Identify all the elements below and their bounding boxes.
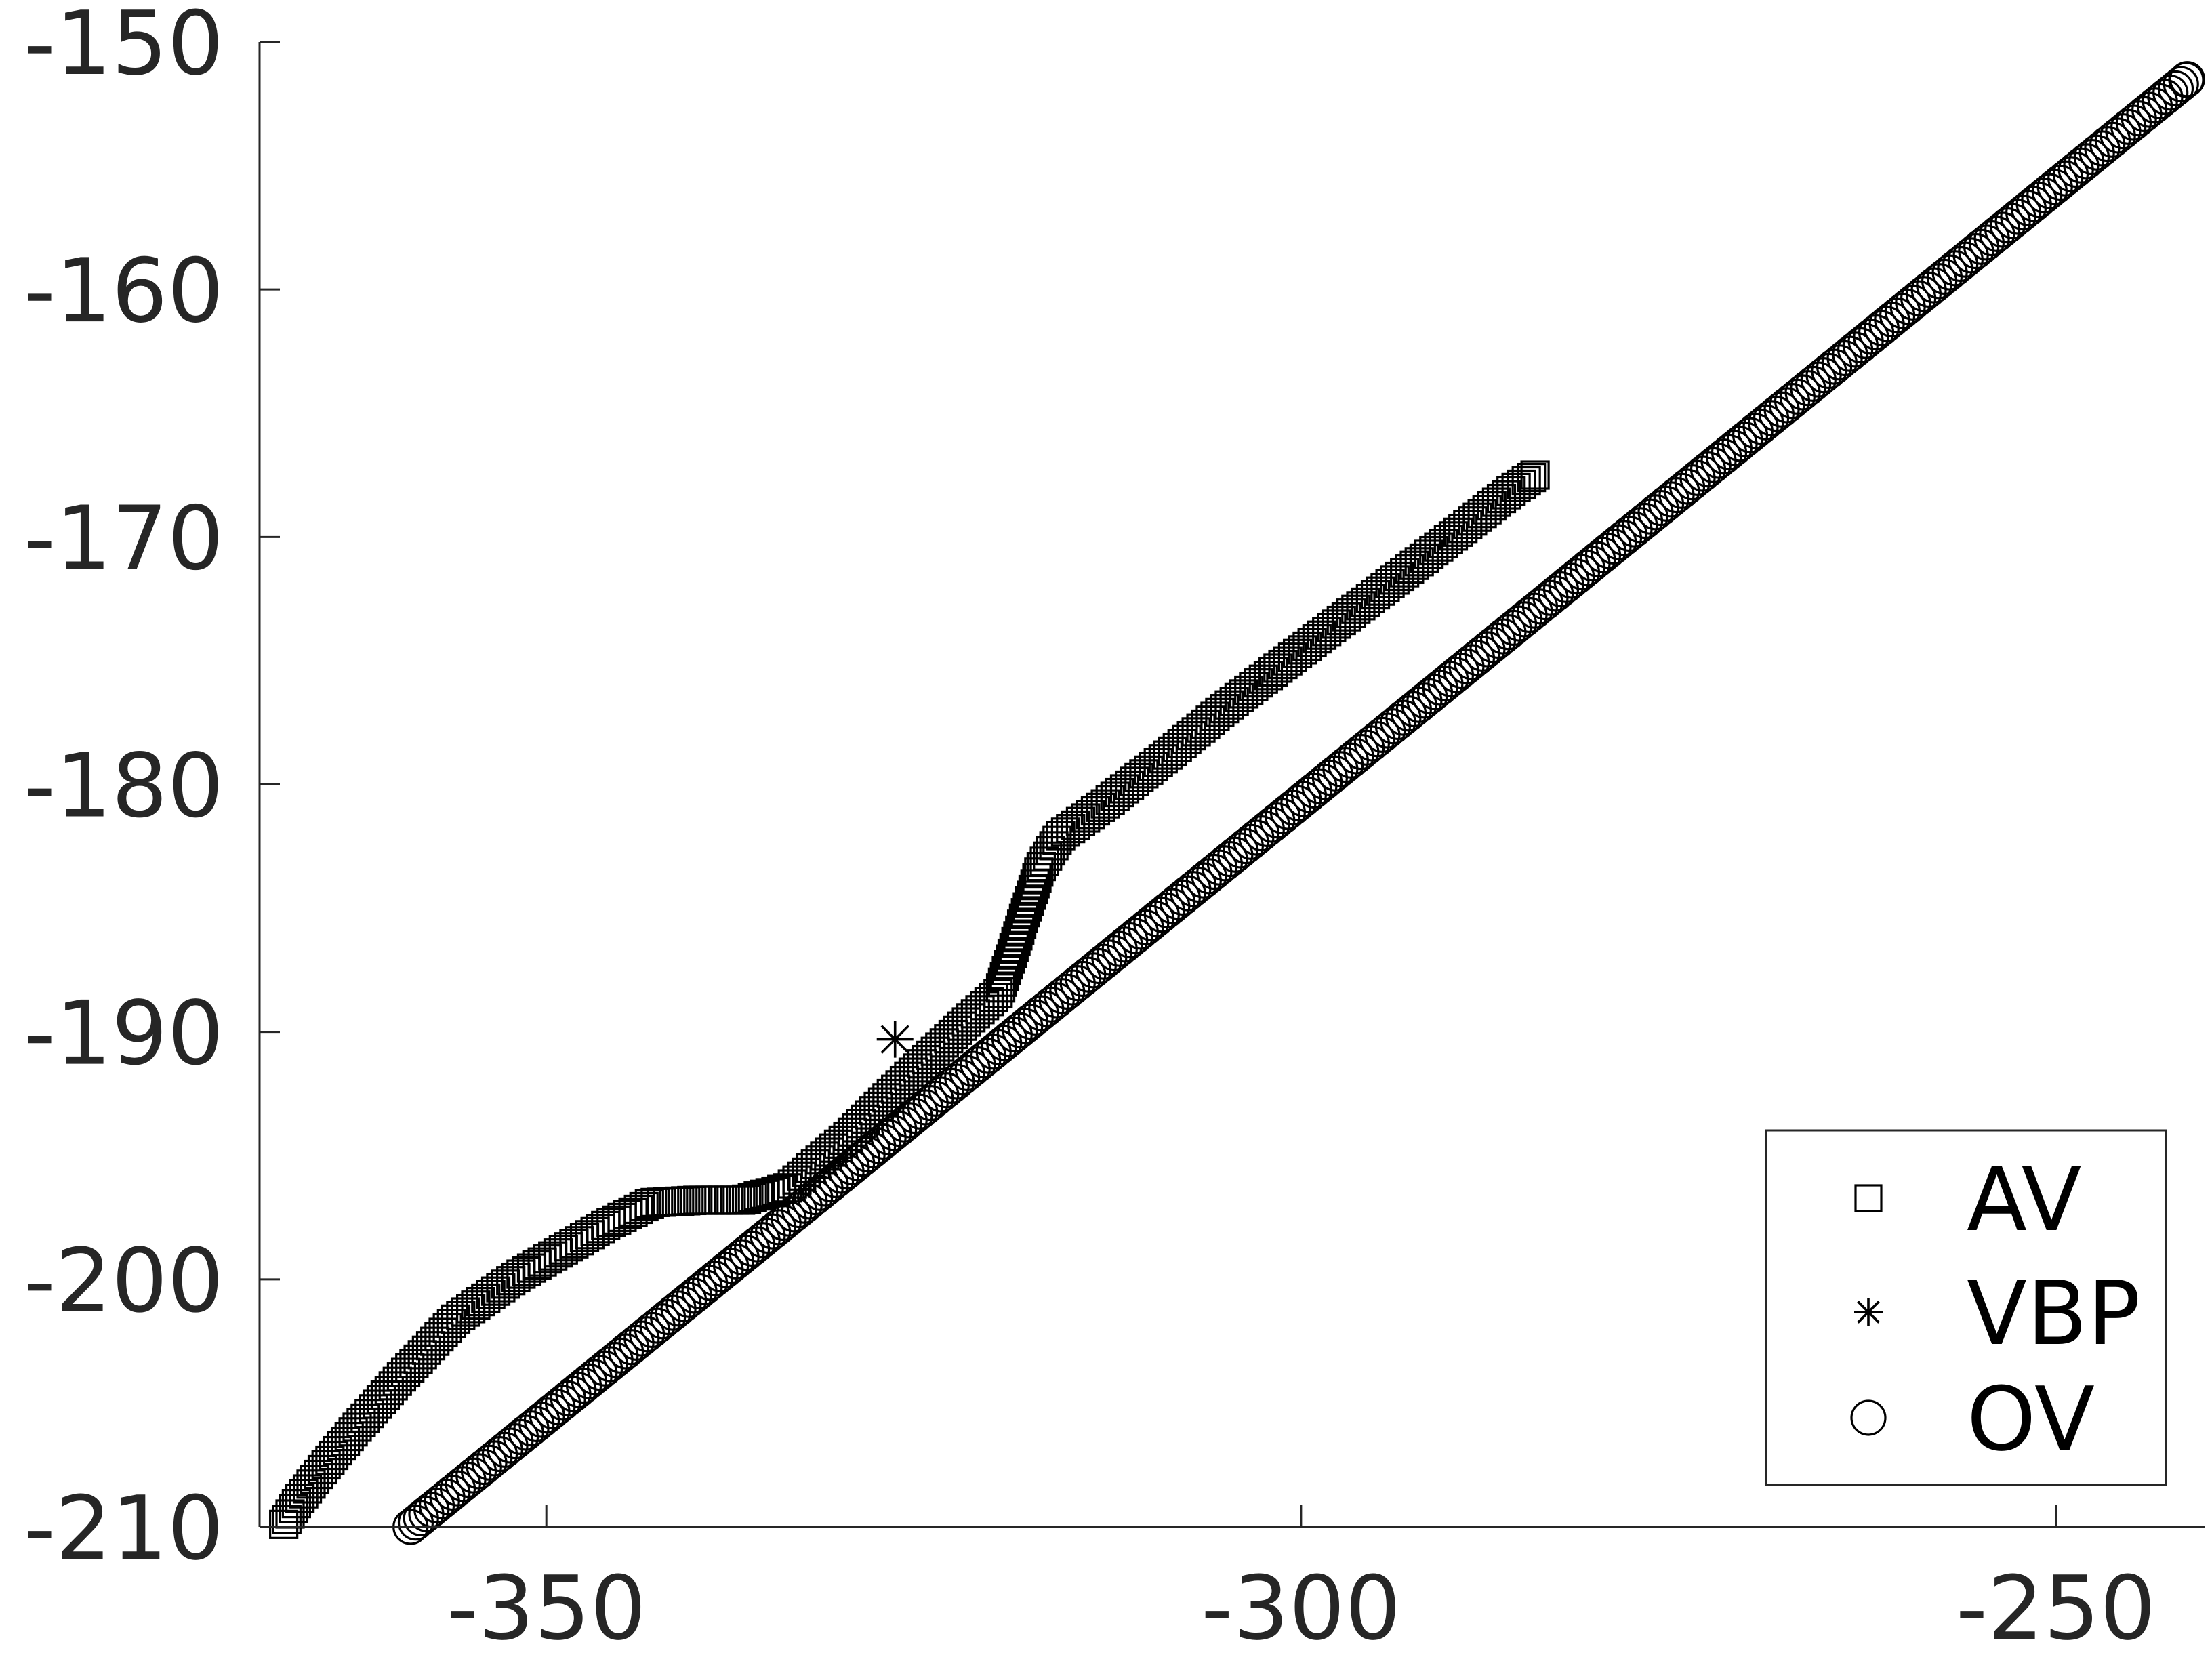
data-point-av bbox=[1012, 892, 1042, 922]
data-point-av bbox=[527, 1247, 557, 1277]
legend-item-ov: OV bbox=[1850, 1368, 2095, 1471]
data-point-av bbox=[623, 1194, 653, 1225]
y-tick-label: -180 bbox=[24, 735, 224, 838]
data-point-av bbox=[743, 1181, 773, 1211]
y-tick-label: -160 bbox=[24, 239, 224, 342]
series-av bbox=[269, 460, 1550, 1539]
data-point-ov bbox=[2157, 70, 2194, 107]
data-point-av bbox=[994, 950, 1023, 980]
data-point-av bbox=[602, 1205, 632, 1235]
data-point-av bbox=[749, 1179, 779, 1209]
data-point-av bbox=[618, 1197, 648, 1227]
x-tick-label: -300 bbox=[1201, 1557, 1401, 1657]
data-point-av bbox=[1006, 909, 1037, 939]
x-tick-label: -250 bbox=[1956, 1557, 2156, 1657]
data-point-av bbox=[538, 1241, 568, 1271]
data-point-av bbox=[689, 1185, 719, 1215]
data-point-av bbox=[683, 1185, 713, 1215]
data-point-av bbox=[1520, 460, 1550, 490]
data-point-av bbox=[607, 1202, 637, 1232]
data-point-av bbox=[1517, 462, 1547, 493]
data-point-av bbox=[1003, 921, 1033, 951]
data-point-av bbox=[985, 973, 1016, 1003]
data-point-av bbox=[671, 1186, 701, 1216]
data-point-av bbox=[559, 1229, 589, 1259]
data-point-av bbox=[506, 1259, 536, 1289]
data-point-vbp bbox=[876, 1021, 914, 1058]
data-point-av bbox=[701, 1185, 731, 1215]
data-point-av bbox=[1511, 466, 1541, 496]
data-point-av bbox=[983, 979, 1013, 1008]
y-tick-label: -210 bbox=[24, 1477, 224, 1580]
legend-label: AV bbox=[1967, 1148, 2082, 1251]
data-point-av bbox=[596, 1208, 626, 1237]
data-point-av bbox=[999, 933, 1029, 962]
data-point-av bbox=[987, 967, 1017, 997]
data-point-av bbox=[533, 1244, 562, 1274]
legend-marker-av bbox=[1854, 1184, 1883, 1212]
legend-item-vbp: VBP bbox=[1854, 1262, 2141, 1365]
legend-label: VBP bbox=[1967, 1262, 2141, 1365]
data-point-av bbox=[512, 1256, 541, 1286]
x-tick-label: -350 bbox=[447, 1557, 647, 1657]
data-point-av bbox=[1017, 880, 1046, 910]
data-point-av bbox=[677, 1185, 707, 1216]
data-point-av bbox=[1015, 886, 1044, 916]
data-point-av bbox=[634, 1189, 664, 1219]
legend-marker-ov bbox=[1850, 1399, 1887, 1436]
data-point-av bbox=[1010, 898, 1040, 928]
data-point-av bbox=[1501, 472, 1531, 502]
data-point-av bbox=[281, 1489, 311, 1519]
plot-marks bbox=[269, 61, 2205, 1545]
legend-label: OV bbox=[1967, 1368, 2095, 1471]
data-point-ov bbox=[2163, 66, 2199, 102]
y-tick-label: -190 bbox=[24, 982, 224, 1085]
data-point-av bbox=[569, 1223, 600, 1252]
data-point-ov bbox=[2169, 61, 2205, 98]
legend-box bbox=[1765, 1129, 2167, 1486]
data-point-av bbox=[1008, 903, 1038, 933]
data-point-av bbox=[613, 1200, 642, 1229]
data-point-av bbox=[1001, 926, 1031, 957]
data-point-av bbox=[501, 1262, 531, 1292]
data-point-av bbox=[548, 1235, 578, 1265]
axes: -350 -300 -250 -210 -200 -190 -180 -170 -160 -150 bbox=[24, 0, 2205, 1657]
data-point-av bbox=[695, 1185, 725, 1215]
data-point-av bbox=[996, 944, 1025, 974]
legend-marker-vbp bbox=[1854, 1298, 1883, 1326]
y-tick-label: -150 bbox=[24, 0, 224, 95]
y-tick-label: -200 bbox=[24, 1229, 224, 1332]
data-point-av bbox=[731, 1184, 762, 1214]
data-point-av bbox=[629, 1191, 659, 1222]
data-point-av bbox=[1024, 857, 1054, 887]
y-tick-label: -170 bbox=[24, 487, 224, 590]
data-point-av bbox=[737, 1183, 767, 1212]
data-point-av bbox=[997, 938, 1027, 968]
data-point-av bbox=[989, 962, 1019, 991]
data-point-av bbox=[991, 956, 1021, 985]
data-point-av bbox=[554, 1232, 583, 1262]
data-point-av bbox=[565, 1226, 594, 1256]
legend-item-av: AV bbox=[1854, 1148, 2082, 1251]
data-point-av bbox=[1005, 915, 1035, 945]
data-point-av bbox=[665, 1186, 695, 1216]
series-vbp bbox=[876, 1021, 914, 1058]
data-point-av bbox=[516, 1253, 547, 1283]
series-ov bbox=[392, 61, 2205, 1545]
data-point-av bbox=[543, 1238, 573, 1268]
data-point-av bbox=[1036, 836, 1066, 866]
data-point-av bbox=[522, 1250, 552, 1280]
data-point-av bbox=[761, 1176, 791, 1206]
data-point-av bbox=[708, 1185, 737, 1215]
